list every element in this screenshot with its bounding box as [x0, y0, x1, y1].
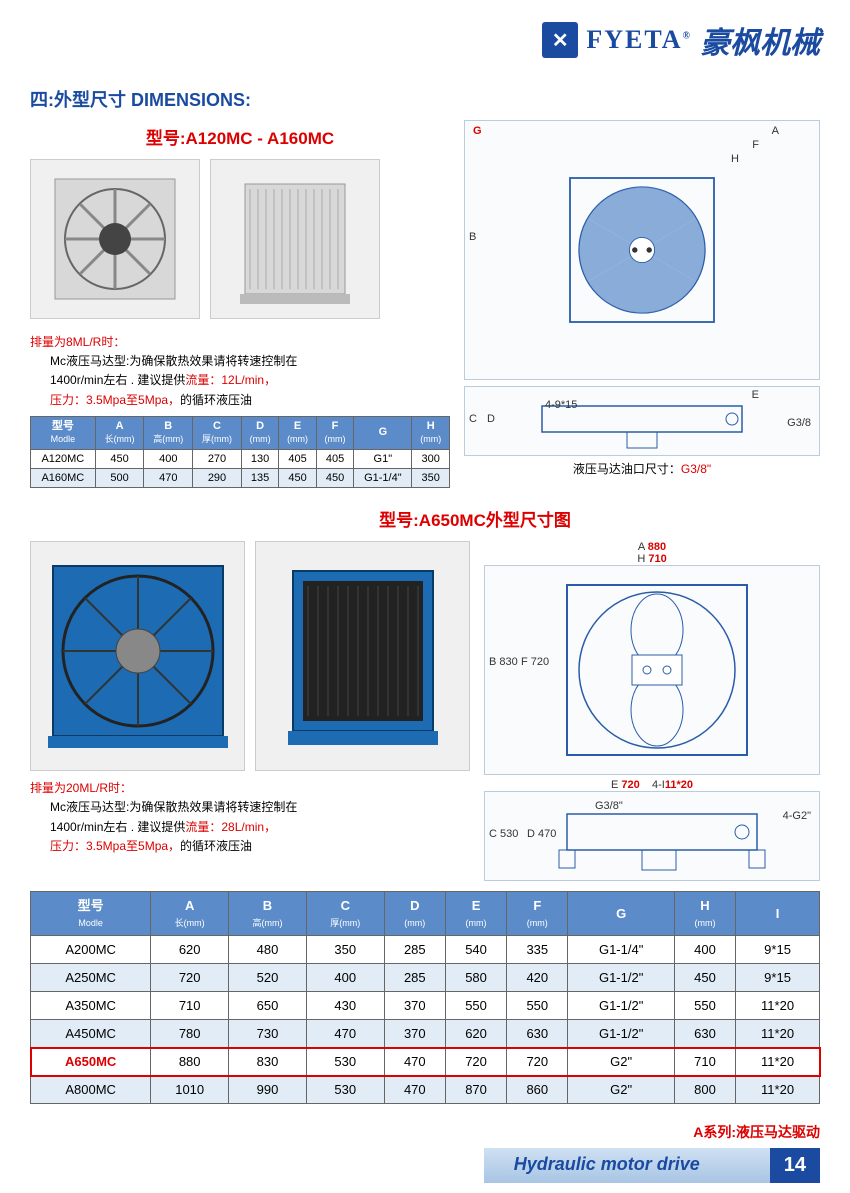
- col-header: 型号Modle: [31, 416, 96, 449]
- section2-model: 型号:A650MC外型尺寸图: [130, 506, 820, 531]
- col-header: F(mm): [316, 416, 353, 449]
- section1: 型号:A120MC - A160MC 排量为8ML/R时： Mc液压马达型:为确…: [30, 120, 820, 488]
- diagram2-top-labels: A 880 H 710: [484, 541, 820, 565]
- col-header: G: [568, 892, 674, 936]
- product-photo-a650-side: [255, 541, 470, 771]
- series-label: A系列:液压马达驱动: [693, 1122, 820, 1142]
- product-photo-front: [30, 159, 200, 319]
- col-header: E(mm): [279, 416, 316, 449]
- table-row: A250MC720520400285580420G1-1/2"4509*15: [31, 964, 820, 992]
- page-footer: A系列:液压马达驱动: [30, 1122, 820, 1142]
- section2: 型号:A650MC外型尺寸图 排量为20ML/R时： Mc液压马达型:为确保散热…: [30, 506, 820, 1104]
- table-row: A350MC710650430370550550G1-1/2"55011*20: [31, 992, 820, 1020]
- table-row: A450MC780730470370620630G1-1/2"63011*20: [31, 1020, 820, 1048]
- section1-diagram-front: G A F H B: [464, 120, 820, 380]
- section1-diagram-side: E 4-9*15 C D G3/8: [464, 386, 820, 456]
- footer-drive-label: Hydraulic motor drive: [484, 1148, 770, 1183]
- col-header: H(mm): [412, 416, 450, 449]
- col-header: A长(mm): [95, 416, 144, 449]
- page-header: FYETA® 豪枫机械: [30, 10, 820, 78]
- col-header: B高(mm): [144, 416, 193, 449]
- logo-icon: [542, 22, 578, 58]
- col-header: D(mm): [384, 892, 445, 936]
- product-photo-row-2: [30, 541, 470, 771]
- section1-model: 型号:A120MC - A160MC: [30, 124, 450, 149]
- page-number: 14: [770, 1148, 820, 1183]
- col-header: G: [354, 416, 412, 449]
- col-header: I: [736, 892, 820, 936]
- section2-diagram-front: B 830 F 720: [484, 565, 820, 775]
- brand-chinese: 豪枫机械: [700, 18, 820, 62]
- table-row: A650MC880830530470720720G2"71011*20: [31, 1048, 820, 1076]
- col-header: C厚(mm): [306, 892, 384, 936]
- col-header: F(mm): [507, 892, 568, 936]
- product-photo-row: [30, 159, 450, 319]
- footer-bar-row: Hydraulic motor drive 14: [30, 1148, 820, 1183]
- product-photo-a650-front: [30, 541, 245, 771]
- table-row: A200MC620480350285540335G1-1/4"4009*15: [31, 936, 820, 964]
- table-row: A800MC1010990530470870860G2"80011*20: [31, 1076, 820, 1104]
- col-header: E(mm): [445, 892, 506, 936]
- col-header: B高(mm): [229, 892, 307, 936]
- table-row: A160MC500470290135450450G1-1/4"350: [31, 469, 450, 488]
- section2-note: 排量为20ML/R时： Mc液压马达型:为确保散热效果请将转速控制在 1400r…: [30, 779, 470, 856]
- brand-english: FYETA®: [586, 25, 692, 55]
- col-header: H(mm): [674, 892, 735, 936]
- section1-table: 型号ModleA长(mm)B高(mm)C厚(mm)D(mm)E(mm)F(mm)…: [30, 416, 450, 488]
- section2-table: 型号ModleA长(mm)B高(mm)C厚(mm)D(mm)E(mm)F(mm)…: [30, 891, 820, 1104]
- col-header: A长(mm): [151, 892, 229, 936]
- col-header: C厚(mm): [193, 416, 242, 449]
- col-header: D(mm): [241, 416, 278, 449]
- col-header: 型号Modle: [31, 892, 151, 936]
- table-row: A120MC450400270130405405G1"300: [31, 450, 450, 469]
- section2-diagram-side: G3/8" 4-G2" C 530 D 470: [484, 791, 820, 881]
- port-caption: 液压马达油口尺寸：G3/8": [464, 460, 820, 477]
- section1-title: 四:外型尺寸 DIMENSIONS:: [30, 86, 820, 112]
- diagram2-mid-labels: E 720 4-I11*20: [484, 779, 820, 791]
- product-photo-side: [210, 159, 380, 319]
- section1-note: 排量为8ML/R时： Mc液压马达型:为确保散热效果请将转速控制在 1400r/…: [30, 333, 450, 410]
